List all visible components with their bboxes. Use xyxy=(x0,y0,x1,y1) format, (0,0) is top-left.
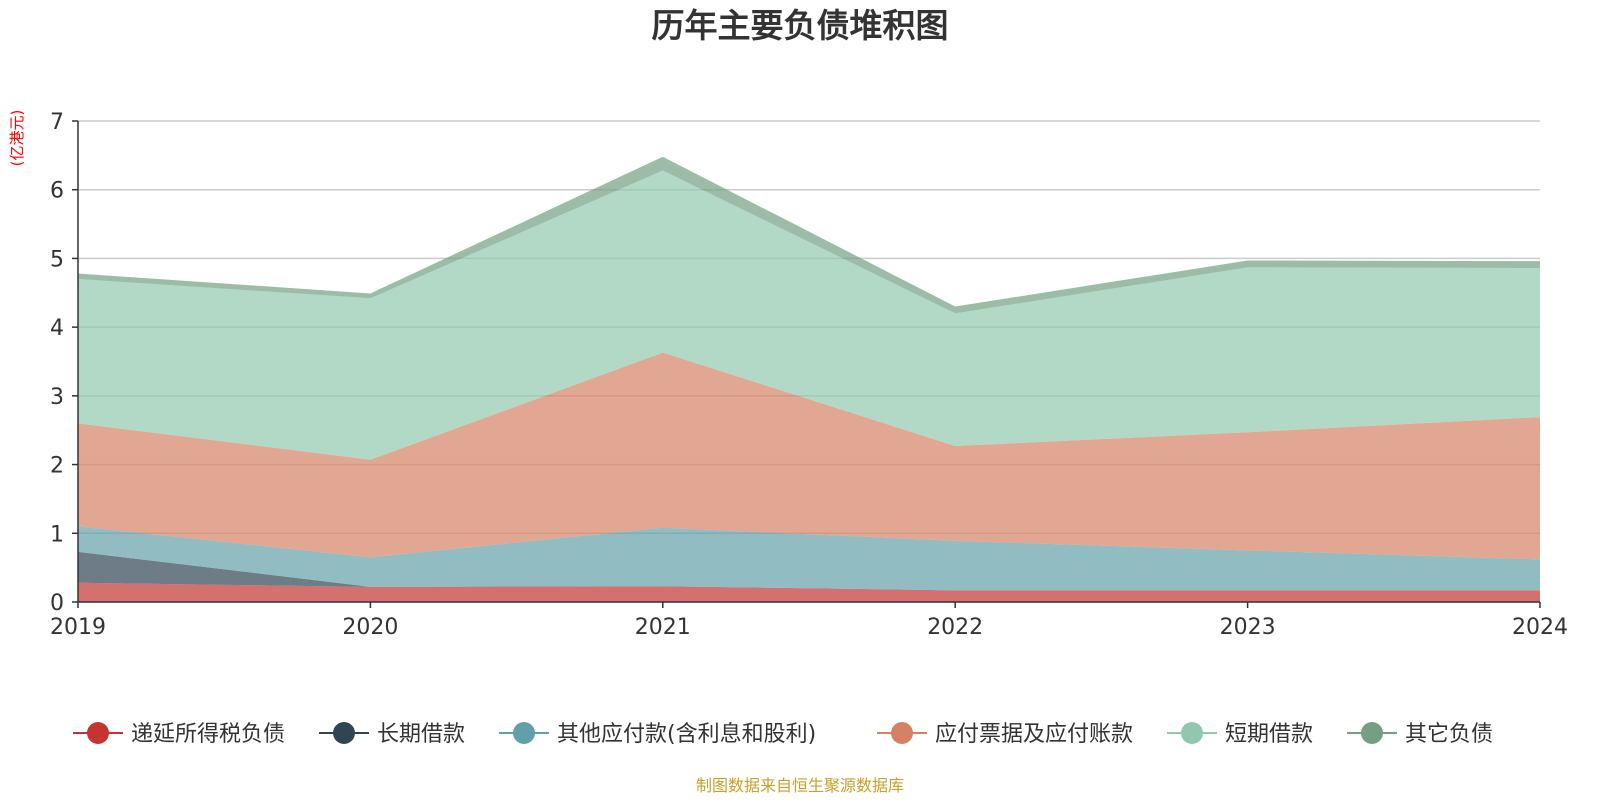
legend-marker xyxy=(333,722,355,744)
area-series-0 xyxy=(78,582,1540,602)
y-axis-unit-label: (亿港元) xyxy=(8,110,26,167)
legend-marker xyxy=(891,722,913,744)
area-series xyxy=(78,156,1540,602)
legend-label: 递延所得税负债 xyxy=(131,722,285,747)
axes: 0 1 2 3 4 5 6 7 2019 2020 2021 2022 2023 2024 xyxy=(50,110,1568,640)
y-tick-label: 1 xyxy=(50,522,64,547)
x-tick-label: 2022 xyxy=(927,615,983,640)
legend-item: 其它负债 xyxy=(1347,722,1493,747)
x-tick-label: 2020 xyxy=(342,615,398,640)
area-series-3 xyxy=(78,352,1540,560)
legend-label: 长期借款 xyxy=(377,722,465,747)
x-tick-label: 2021 xyxy=(635,615,691,640)
chart-title: 历年主要负债堆积图 xyxy=(652,6,949,45)
legend-marker xyxy=(513,722,535,744)
y-tick-label: 5 xyxy=(50,247,64,272)
legend-marker xyxy=(1361,722,1383,744)
x-tick-label: 2023 xyxy=(1220,615,1276,640)
legend-item: 其他应付款(含利息和股利) xyxy=(499,722,816,747)
y-tick-label: 0 xyxy=(50,591,64,616)
source-note: 制图数据来自恒生聚源数据库 xyxy=(696,776,904,795)
legend-marker xyxy=(1181,722,1203,744)
y-tick-label: 7 xyxy=(50,110,64,135)
legend-marker xyxy=(87,722,109,744)
legend-item: 应付票据及应付账款 xyxy=(877,722,1133,747)
legend-label: 应付票据及应付账款 xyxy=(935,722,1133,747)
legend-item: 短期借款 xyxy=(1167,722,1313,747)
legend-item: 长期借款 xyxy=(319,722,465,747)
y-tick-label: 2 xyxy=(50,454,64,479)
legend: 递延所得税负债 长期借款 其他应付款(含利息和股利) 应付票据及应付账款 短期借款 其它负… xyxy=(73,722,1493,747)
area-series-2 xyxy=(78,526,1540,591)
legend-label: 短期借款 xyxy=(1225,722,1313,747)
legend-label: 其他应付款(含利息和股利) xyxy=(557,722,816,747)
y-tick-label: 4 xyxy=(50,316,64,341)
y-tick-label: 3 xyxy=(50,385,64,410)
x-tick-label: 2024 xyxy=(1512,615,1568,640)
legend-label: 其它负债 xyxy=(1405,722,1493,747)
area-series-5 xyxy=(78,156,1540,314)
area-series-4 xyxy=(78,170,1540,460)
y-tick-label: 6 xyxy=(50,179,64,204)
x-tick-label: 2019 xyxy=(50,615,106,640)
legend-item: 递延所得税负债 xyxy=(73,722,285,747)
